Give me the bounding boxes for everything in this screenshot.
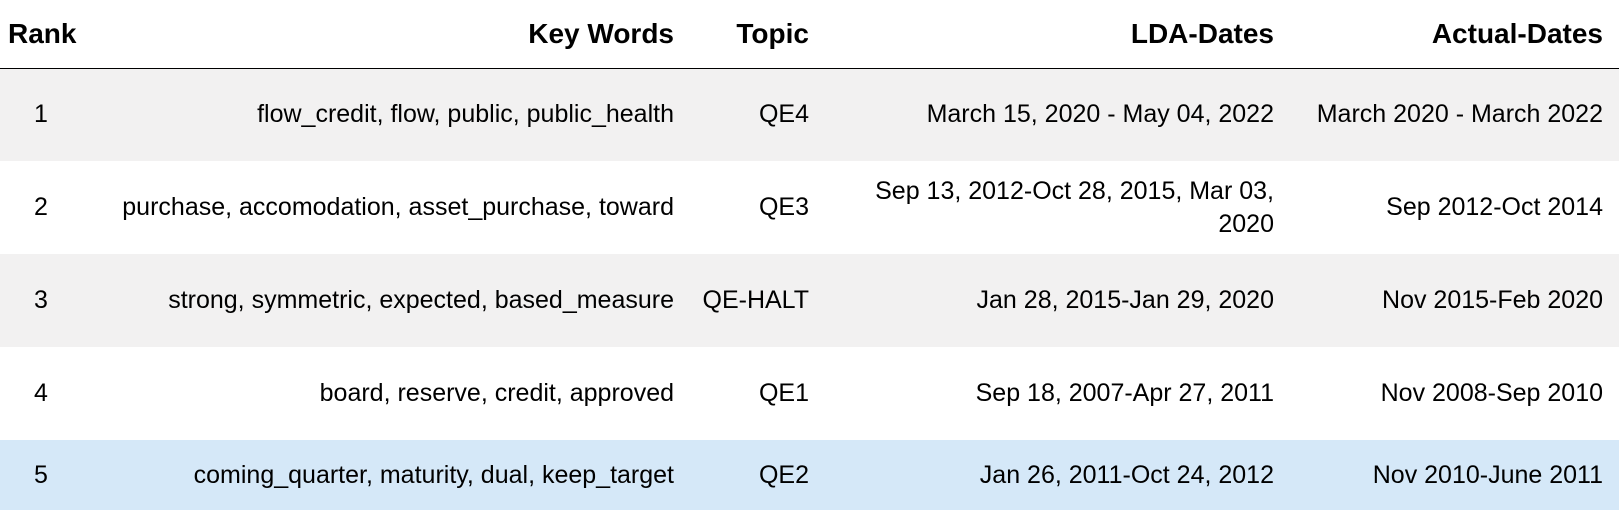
lda-dates-cell: Sep 18, 2007-Apr 27, 2011 xyxy=(975,379,1274,407)
rank-cell: 2 xyxy=(34,193,48,221)
topic-cell: QE3 xyxy=(758,193,809,221)
column-header-actual-dates[interactable]: Actual-Dates xyxy=(1290,0,1619,69)
actual-dates-cell: Sep 2012-Oct 2014 xyxy=(1386,193,1603,221)
table-header: Rank Key Words Topic LDA-Dates Actual-Da… xyxy=(0,0,1619,69)
lda-dates-cell: Jan 28, 2015-Jan 29, 2020 xyxy=(976,286,1274,314)
key-words-cell: strong, symmetric, expected, based_measu… xyxy=(168,286,674,314)
rank-cell: 5 xyxy=(34,460,48,489)
lda-dates-cell: Sep 13, 2012-Oct 28, 2015, Mar 03, 2020 xyxy=(875,176,1274,238)
lda-dates-cell: March 15, 2020 - May 04, 2022 xyxy=(926,100,1274,129)
table-row[interactable]: 1 flow_credit, flow, public, public_heal… xyxy=(0,68,1619,161)
topic-cell: QE2 xyxy=(758,460,809,489)
key-words-cell: flow_credit, flow, public, public_health xyxy=(257,100,674,129)
column-header-topic[interactable]: Topic xyxy=(690,0,825,69)
actual-dates-cell: Nov 2010-June 2011 xyxy=(1372,460,1603,489)
lda-dates-cell: Jan 26, 2011-Oct 24, 2012 xyxy=(979,460,1274,489)
actual-dates-cell: Nov 2008-Sep 2010 xyxy=(1380,379,1603,407)
key-words-cell: purchase, accomodation, asset_purchase, … xyxy=(122,193,674,221)
table-row-highlighted[interactable]: 5 coming_quarter, maturity, dual, keep_t… xyxy=(0,440,1619,510)
key-words-cell: board, reserve, credit, approved xyxy=(319,379,674,407)
column-header-lda-dates[interactable]: LDA-Dates xyxy=(825,0,1290,69)
table-row[interactable]: 2 purchase, accomodation, asset_purchase… xyxy=(0,161,1619,254)
table-row[interactable]: 3 strong, symmetric, expected, based_mea… xyxy=(0,254,1619,347)
column-header-key-words[interactable]: Key Words xyxy=(100,0,690,69)
key-words-cell: coming_quarter, maturity, dual, keep_tar… xyxy=(193,460,674,489)
column-header-rank[interactable]: Rank xyxy=(0,0,100,69)
actual-dates-cell: Nov 2015-Feb 2020 xyxy=(1382,286,1603,314)
header-row: Rank Key Words Topic LDA-Dates Actual-Da… xyxy=(0,0,1619,69)
topic-cell: QE4 xyxy=(758,100,809,129)
rank-cell: 3 xyxy=(34,286,48,314)
rank-cell: 1 xyxy=(34,100,48,129)
table-row[interactable]: 4 board, reserve, credit, approved QE1 S… xyxy=(0,347,1619,440)
rank-cell: 4 xyxy=(34,379,48,407)
actual-dates-cell: March 2020 - March 2022 xyxy=(1316,100,1603,129)
table-body: 1 flow_credit, flow, public, public_heal… xyxy=(0,68,1619,510)
topic-cell: QE1 xyxy=(758,379,809,407)
topic-cell: QE-HALT xyxy=(702,286,810,314)
